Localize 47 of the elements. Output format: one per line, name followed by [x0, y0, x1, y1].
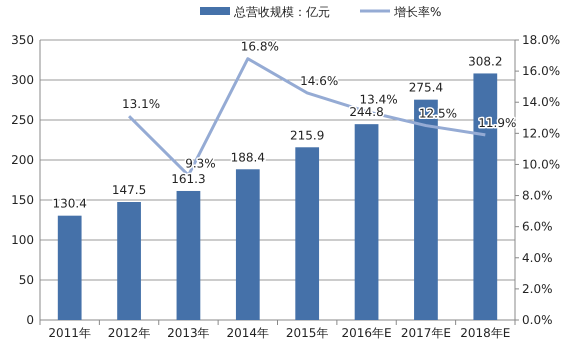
x-tick-label: 2017年E: [400, 326, 451, 340]
y2-tick-label: 8.0%: [522, 188, 552, 203]
data-label: 130.4: [52, 196, 87, 211]
y2-tick-label: 10.0%: [522, 157, 560, 172]
y-tick-label: 350: [11, 33, 34, 47]
legend-label: 增长率%: [393, 5, 442, 19]
data-label: 13.1%: [122, 97, 160, 112]
x-tick-label: 2014年: [226, 326, 270, 340]
y-tick-label: 200: [11, 153, 34, 167]
bar: [117, 202, 141, 320]
legend-label: 总营收规模：亿元: [233, 5, 330, 19]
data-label: 308.2: [468, 54, 502, 68]
bar: [236, 169, 260, 320]
y-tick-label: 300: [11, 73, 34, 87]
y2-tick-label: 6.0%: [522, 220, 552, 234]
data-label: 16.8%: [240, 40, 279, 54]
y2-tick-label: 12.0%: [522, 126, 560, 140]
x-tick-label: 2013年: [167, 326, 210, 340]
y-tick-label: 0: [26, 313, 34, 327]
x-tick-label: 2018年E: [460, 326, 510, 340]
y2-tick-label: 14.0%: [522, 95, 560, 110]
y2-tick-label: 4.0%: [522, 250, 552, 265]
data-label: 275.4: [408, 80, 444, 95]
y-tick-label: 250: [11, 113, 34, 127]
bar: [354, 124, 378, 320]
x-tick-label: 2011年: [48, 326, 91, 340]
y-tick-label: 100: [11, 233, 34, 247]
y2-tick-label: 18.0%: [522, 33, 560, 47]
bar: [176, 190, 200, 320]
data-label: 14.6%: [300, 74, 338, 88]
data-label: 9.3%: [185, 156, 216, 170]
data-label: 215.9: [290, 128, 324, 142]
bar: [295, 147, 320, 320]
data-label: 147.5: [112, 183, 146, 197]
data-label: 13.4%: [360, 92, 398, 107]
y2-tick-label: 2.0%: [522, 282, 552, 296]
bar: [58, 216, 82, 320]
data-label: 188.4: [230, 150, 265, 164]
data-label: 244.8: [349, 105, 384, 120]
data-label: 161.3: [171, 172, 206, 186]
x-tick-label: 2012年: [108, 326, 150, 340]
y-tick-label: 150: [11, 193, 34, 207]
x-tick-label: 2016年E: [342, 326, 392, 340]
y2-tick-label: 16.0%: [522, 64, 560, 78]
y-tick-label: 50: [18, 273, 34, 287]
x-tick-label: 2015年: [286, 326, 328, 340]
y2-tick-label: 0.0%: [522, 313, 552, 327]
